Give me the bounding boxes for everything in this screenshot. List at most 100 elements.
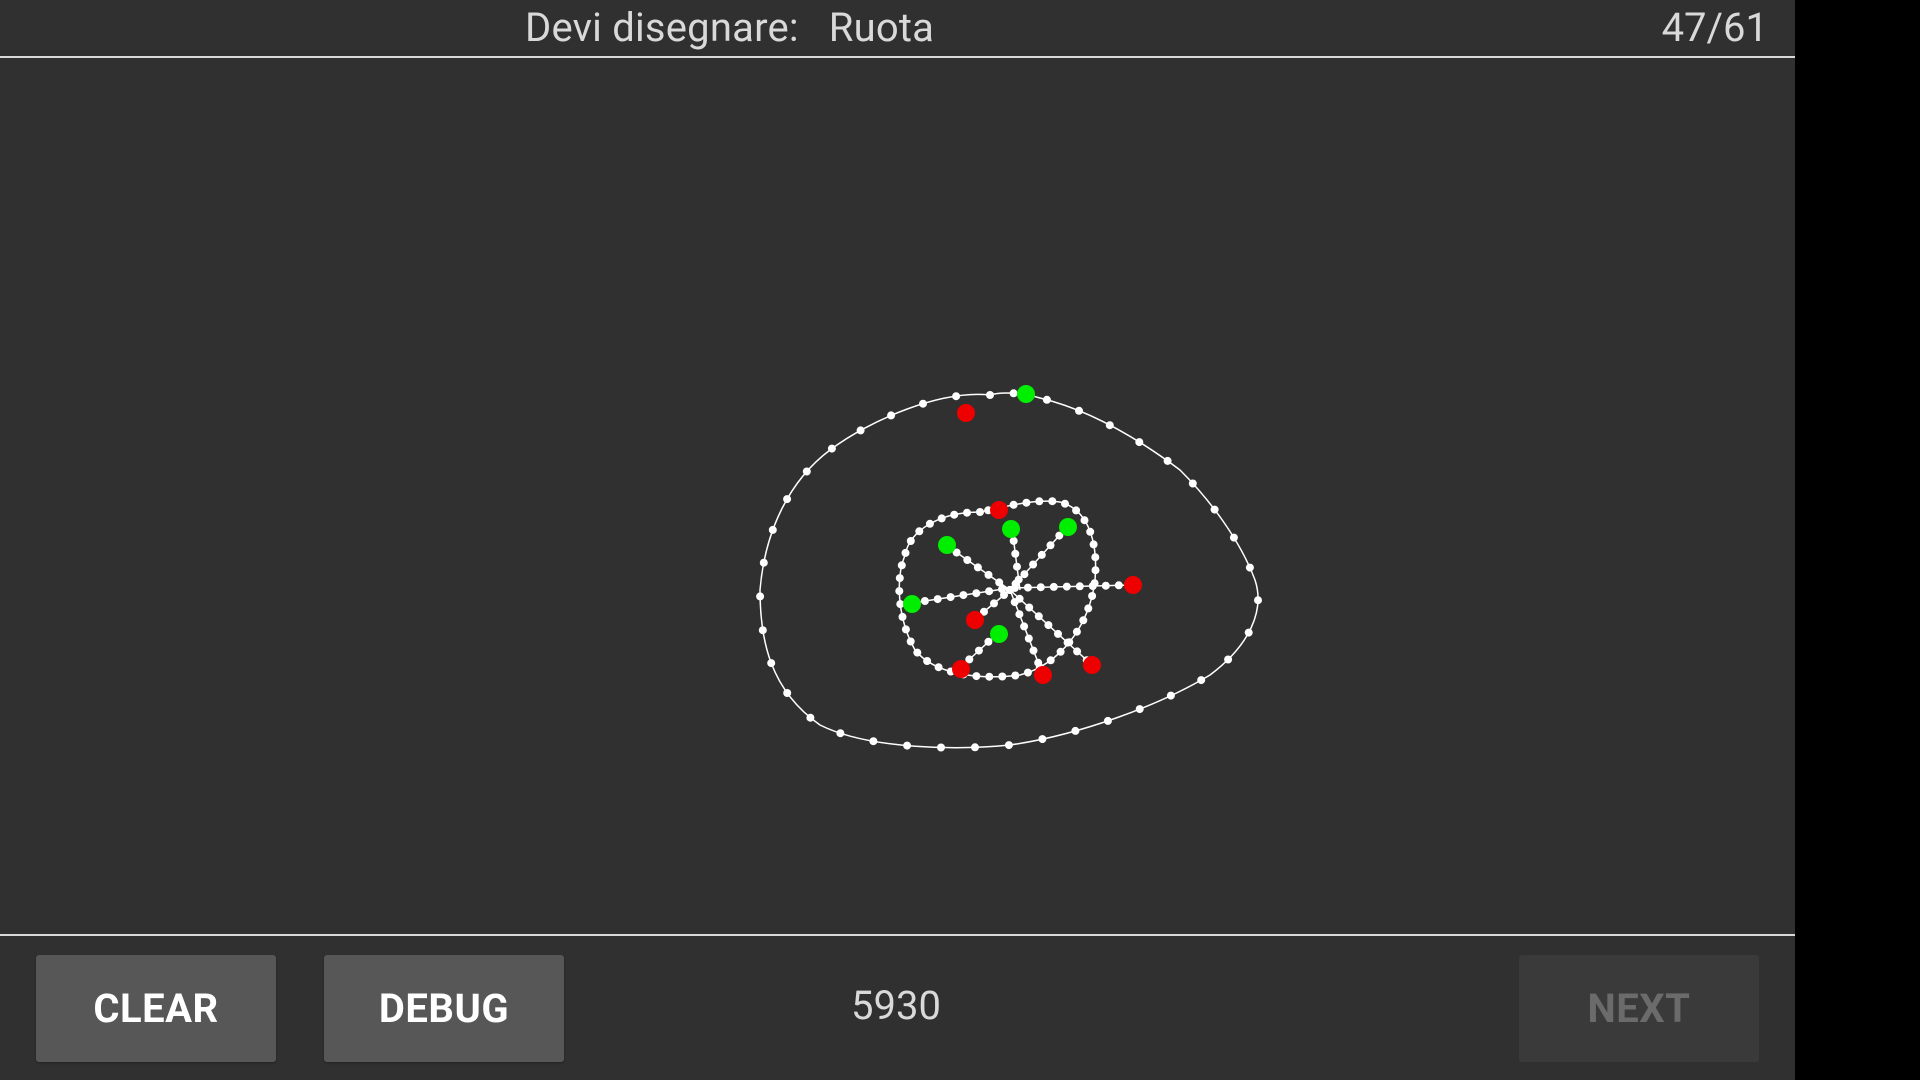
sample-point [998, 672, 1007, 681]
sample-point [976, 508, 984, 516]
sample-point [856, 426, 865, 435]
start-marker [1002, 520, 1020, 538]
sample-point [1075, 582, 1084, 591]
sample-point [1056, 647, 1065, 656]
sample-point [1244, 628, 1253, 637]
sample-point [973, 563, 982, 572]
sample-points [756, 389, 1262, 752]
sample-point [1188, 479, 1197, 488]
sample-point [1022, 498, 1031, 507]
sample-point [836, 729, 845, 738]
sample-point [984, 637, 993, 646]
sample-point [1038, 735, 1047, 744]
sample-point [974, 646, 983, 655]
sample-point [915, 527, 924, 536]
sample-point [919, 399, 927, 408]
sample-point [906, 637, 915, 646]
end-marker [1124, 576, 1142, 594]
sample-point [1046, 541, 1055, 550]
end-marker [952, 660, 970, 678]
sample-point [767, 659, 776, 668]
sample-point [1063, 638, 1072, 647]
next-button[interactable]: NEXT [1519, 955, 1759, 1062]
sample-point [758, 626, 767, 635]
sample-point [1009, 536, 1018, 545]
sample-point [1105, 421, 1114, 430]
sample-point [1086, 527, 1095, 536]
stroke-markers [903, 385, 1142, 684]
sample-point [1034, 612, 1043, 621]
sample-point [1071, 726, 1080, 735]
sample-point [1006, 586, 1014, 594]
sample-point [1037, 550, 1046, 559]
sample-point [783, 689, 792, 697]
sample-point [1020, 570, 1029, 579]
sample-point [806, 713, 815, 722]
sample-point [1023, 583, 1032, 592]
sample-point [1009, 500, 1018, 509]
sample-point [1088, 592, 1097, 600]
sample-point [1089, 540, 1098, 549]
sample-point [1015, 594, 1024, 603]
sample-point [903, 741, 912, 750]
sample-point [1011, 549, 1020, 558]
sample-point [869, 737, 878, 746]
sample-point [985, 672, 994, 681]
sample-point [1224, 655, 1233, 664]
sample-point [1245, 563, 1254, 572]
sample-point [896, 600, 905, 609]
sample-point [952, 392, 961, 401]
sample-point [1166, 691, 1175, 700]
sample-point [986, 391, 994, 399]
sample-point [1024, 634, 1033, 643]
debug-button[interactable]: DEBUG [324, 955, 564, 1062]
sample-point [1009, 389, 1018, 398]
sample-point [1029, 646, 1038, 655]
sample-point [1036, 583, 1045, 592]
sample-point [1013, 562, 1021, 571]
sample-point [1084, 604, 1093, 613]
sample-point [1229, 533, 1238, 542]
sample-point [965, 655, 974, 664]
sample-point [1049, 582, 1058, 591]
sample-point [990, 599, 998, 608]
sample-point [1101, 581, 1110, 590]
end-marker [966, 611, 984, 629]
sample-point [1062, 582, 1071, 591]
drawing-canvas[interactable] [0, 58, 1795, 934]
sample-point [901, 548, 910, 557]
sample-point [898, 612, 907, 621]
sample-point [1254, 596, 1262, 605]
sample-point [985, 587, 994, 596]
sample-point [934, 663, 943, 672]
start-marker [903, 595, 921, 613]
sample-point [925, 519, 934, 528]
sample-point [1000, 591, 1008, 599]
sketch-drawing [756, 385, 1262, 752]
header-bar: Devi disegnare: Ruota 47/61 [0, 0, 1795, 57]
sample-point [1135, 438, 1144, 447]
sample-point [1210, 505, 1219, 514]
sample-point [1163, 456, 1172, 465]
sample-point [913, 648, 922, 657]
sample-point [897, 561, 906, 570]
progress-counter: 47/61 [1661, 4, 1768, 51]
sample-point [1061, 499, 1069, 508]
prompt-label: Devi disegnare: [525, 4, 799, 51]
start-marker [1017, 385, 1035, 403]
sample-point [1114, 581, 1123, 590]
sample-point [1029, 560, 1038, 569]
end-marker [1083, 656, 1101, 674]
sample-point [972, 589, 981, 598]
sample-point [963, 508, 971, 517]
clear-button[interactable]: CLEAR [36, 955, 276, 1062]
sample-point [963, 556, 972, 564]
outer-circle-stroke [759, 392, 1259, 749]
sample-point [1072, 506, 1081, 515]
start-marker [938, 536, 956, 554]
sample-point [1075, 406, 1083, 415]
sample-point [950, 510, 959, 519]
sample-point [1054, 629, 1062, 638]
sample-point [1197, 676, 1206, 685]
footer-divider [0, 934, 1795, 936]
